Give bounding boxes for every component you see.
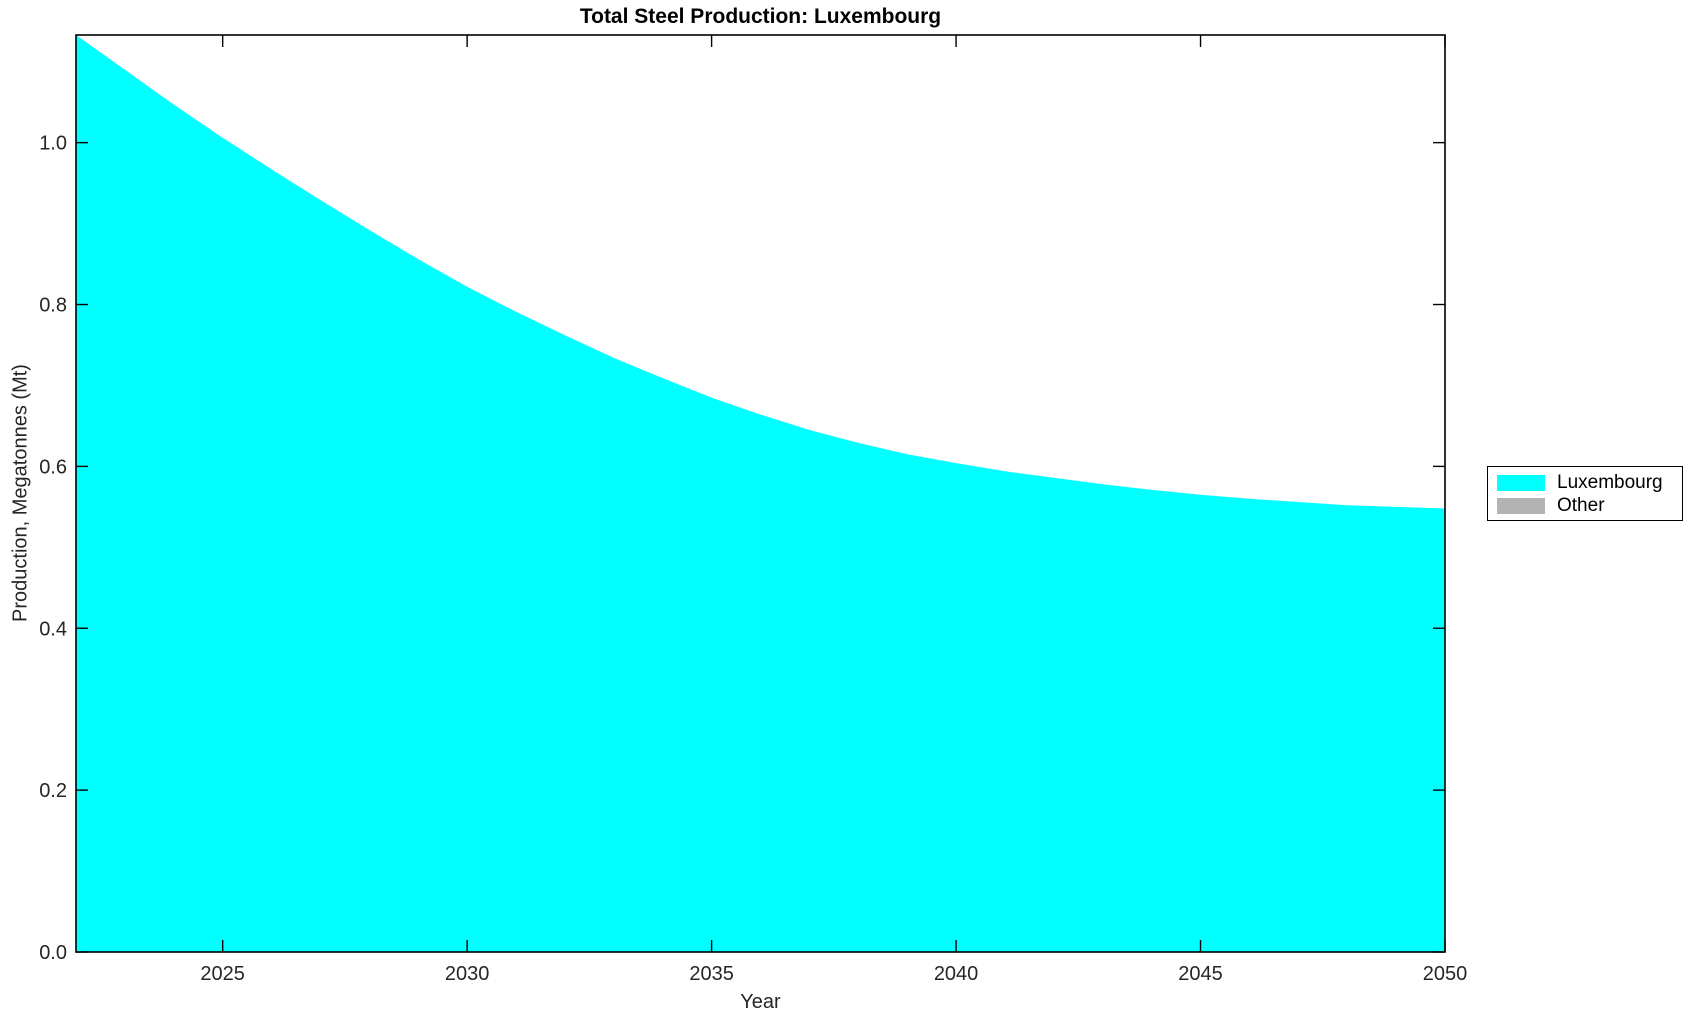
- x-tick-label: 2030: [445, 963, 490, 985]
- legend-label-other: Other: [1557, 494, 1605, 516]
- y-tick-label: 0.8: [39, 295, 67, 317]
- legend-item-luxembourg: Luxembourg: [1488, 471, 1682, 494]
- axes-box: [75, 34, 1446, 953]
- legend: Luxembourg Other: [1487, 466, 1683, 521]
- area-series-luxembourg: [76, 35, 1445, 952]
- legend-item-other: Other: [1488, 494, 1682, 517]
- x-tick-label: 2040: [934, 963, 979, 985]
- x-axis-label: Year: [740, 991, 781, 1013]
- y-tick-label: 0.6: [39, 456, 67, 478]
- y-axis-label: Production, Megatonnes (Mt): [9, 364, 32, 622]
- y-tick-label: 0.0: [39, 942, 67, 964]
- x-tick-label: 2045: [1178, 963, 1223, 985]
- x-tick-label: 2050: [1423, 963, 1468, 985]
- y-tick-label: 0.4: [39, 618, 67, 640]
- x-tick-label: 2025: [200, 963, 245, 985]
- chart-title: Total Steel Production: Luxembourg: [579, 5, 942, 28]
- legend-label-luxembourg: Luxembourg: [1557, 471, 1663, 493]
- legend-swatch-luxembourg: [1497, 474, 1545, 491]
- x-tick-label: 2035: [689, 963, 734, 985]
- y-tick-label: 1.0: [39, 133, 67, 155]
- legend-swatch-other: [1497, 497, 1545, 514]
- y-tick-label: 0.2: [39, 780, 67, 802]
